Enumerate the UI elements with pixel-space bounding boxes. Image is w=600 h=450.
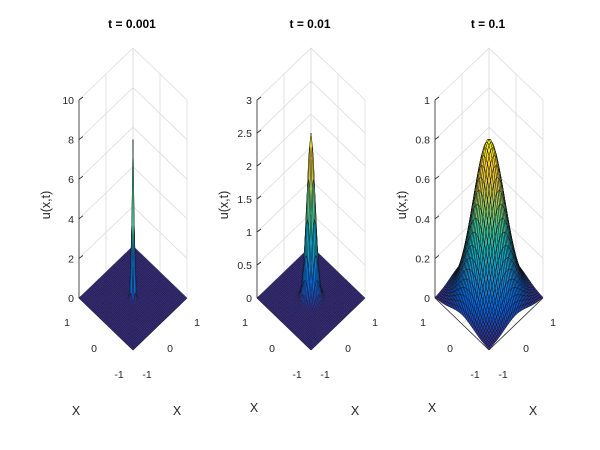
z-tick-label: 0	[68, 293, 74, 305]
y-tick-label: 1	[64, 317, 70, 329]
z-tick-label: 4	[68, 214, 74, 226]
x-tick-label: -1	[320, 369, 329, 381]
plot-title: t = 0.01	[289, 17, 330, 31]
x-axis-line	[488, 297, 544, 351]
z-tick-label: 1.5	[237, 194, 252, 206]
plot-title: t = 0.001	[108, 17, 156, 31]
z-tick-label: 6	[68, 174, 74, 186]
y-tick-label: 0	[91, 343, 97, 355]
plot-title: t = 0.1	[471, 17, 506, 31]
x-tick-label: -1	[142, 369, 151, 381]
y-tick-label: -1	[292, 369, 301, 381]
z-axis-label: u(x,t)	[395, 191, 409, 219]
z-tick-label: 2	[68, 253, 74, 265]
z-tick-mark	[78, 215, 84, 220]
z-tick-label: 0.5	[237, 260, 252, 272]
z-tick-label: 2.5	[237, 128, 252, 140]
x-axis-label: X	[173, 404, 182, 418]
z-tick-mark	[78, 255, 84, 259]
surface	[434, 139, 544, 350]
x-tick-label: 0	[345, 343, 351, 355]
z-tick-mark	[256, 228, 262, 233]
surface-plot-t-0.001: t = 0.001 u(x,t) X X 0 2 4 6 8 10 -1 0 1 -1 0 1	[39, 17, 200, 418]
surface-plot-t-0.01: t = 0.01 u(x,t) X X 0 0.5 1 1.5 2 2.5 3 -1 0 1 -1 0…	[217, 17, 378, 418]
x-tick-label: 1	[550, 317, 556, 329]
surface-patch	[309, 347, 313, 351]
z-tick-label: 0	[246, 293, 252, 305]
surface-plot-t-0.1: t = 0.1 u(x,t) X X 00.20.40.60.81-101-10…	[395, 17, 556, 418]
y-tick-label: 1	[420, 317, 426, 329]
surface	[256, 132, 366, 351]
z-tick-label: 0.2	[415, 253, 430, 265]
axes: 0 0.2 0.4 0.6 0.8 1 -1 0 1 -1 0 1	[415, 95, 556, 381]
y-tick-label: 0	[447, 343, 453, 355]
z-tick-mark	[434, 215, 440, 220]
surface-patch	[131, 347, 135, 351]
x-tick-label: 1	[372, 317, 378, 329]
z-tick-label: 1	[424, 95, 430, 107]
z-tick-mark	[434, 96, 440, 101]
y-axis-label: X	[250, 401, 259, 415]
z-axis-label: u(x,t)	[39, 191, 53, 219]
z-tick-mark	[434, 175, 440, 180]
z-tick-mark	[434, 136, 440, 140]
x-tick-label: -1	[498, 369, 507, 381]
x-tick-label: 1	[194, 317, 200, 329]
z-tick-label: 0.4	[415, 214, 430, 226]
z-axis-label: u(x,t)	[217, 191, 231, 219]
x-tick-label: 0	[167, 343, 173, 355]
z-tick-label: 0	[424, 293, 430, 305]
x-axis-label: X	[529, 404, 538, 418]
x-axis-label: X	[351, 404, 360, 418]
z-tick-mark	[256, 96, 262, 101]
z-tick-label: 1	[246, 227, 252, 239]
z-tick-label: 2	[246, 161, 252, 173]
y-axis-label: X	[72, 404, 81, 418]
z-tick-mark	[434, 255, 440, 259]
x-tick-label: 0	[523, 343, 529, 355]
surface	[78, 139, 188, 351]
z-tick-label: 8	[68, 135, 74, 147]
y-tick-label: -1	[114, 369, 123, 381]
z-tick-mark	[256, 261, 262, 266]
z-tick-label: 0.6	[415, 174, 430, 186]
z-tick-label: 0.8	[415, 135, 430, 147]
z-tick-label: 3	[246, 95, 252, 107]
z-tick-mark	[78, 96, 84, 101]
y-axis-line	[434, 297, 490, 351]
z-tick-mark	[256, 195, 262, 200]
z-tick-mark	[256, 162, 262, 167]
y-tick-label: 1	[242, 317, 248, 329]
z-tick-mark	[78, 136, 84, 140]
z-tick-mark	[78, 175, 84, 180]
z-tick-label: 10	[62, 95, 74, 107]
z-tick-mark	[256, 129, 262, 134]
y-tick-label: -1	[470, 369, 479, 381]
y-tick-label: 0	[269, 343, 275, 355]
y-axis-label: X	[428, 401, 437, 415]
